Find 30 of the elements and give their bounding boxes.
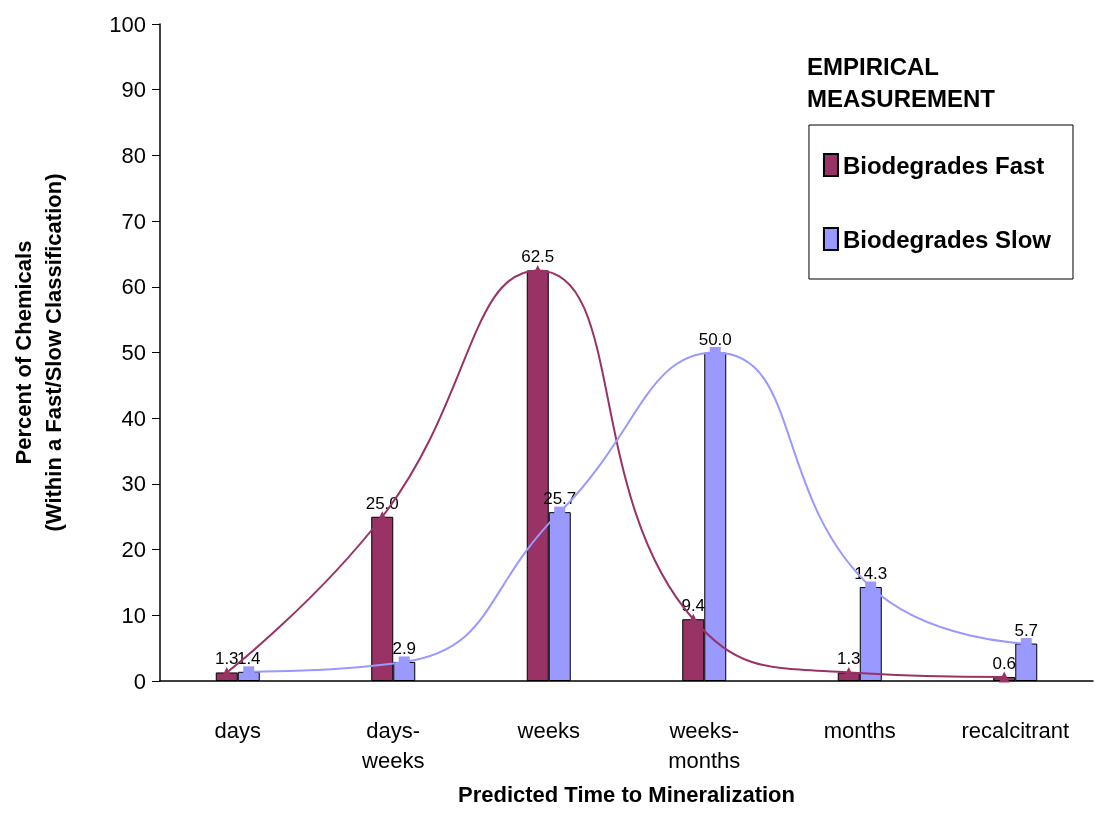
data-label: 50.0 xyxy=(698,329,732,349)
y-axis-title: Percent of Chemicals (Within a Fast/Slow Classification) xyxy=(10,173,66,532)
x-tick-label: days xyxy=(214,717,261,743)
legend-title: EMPIRICAL MEASUREMENT xyxy=(807,52,996,112)
y-tick-label: 70 xyxy=(121,208,146,234)
legend-label: Biodegrades Fast xyxy=(842,151,1045,179)
x-tick-label: weeks xyxy=(516,717,580,743)
data-label: 5.7 xyxy=(1014,620,1039,640)
x-tick-label: recalcitrant xyxy=(961,717,1070,743)
data-label: 14.3 xyxy=(854,564,888,584)
y-tick-label: 10 xyxy=(121,602,146,628)
y-tick-label: 40 xyxy=(121,405,146,431)
x-axis-title: Predicted Time to Mineralization xyxy=(458,781,795,807)
data-label: 62.5 xyxy=(521,247,555,267)
y-tick-label: 0 xyxy=(133,668,146,694)
x-tick-label: months xyxy=(823,717,896,743)
y-tick-label: 60 xyxy=(121,274,146,300)
y-tick-label: 30 xyxy=(121,471,146,497)
data-label: 1.3 xyxy=(214,649,239,669)
y-tick-label: 50 xyxy=(121,340,146,365)
y-tick-label: 80 xyxy=(121,142,146,168)
x-tick-label: days-weeks xyxy=(361,717,425,773)
data-label: 1.3 xyxy=(836,649,861,669)
data-label: 0.6 xyxy=(992,654,1017,674)
y-tick-label: 90 xyxy=(121,77,146,103)
legend-label: Biodegrades Slow xyxy=(842,225,1052,253)
y-tick-label: 20 xyxy=(121,537,146,563)
x-tick-label: weeks-months xyxy=(668,717,741,773)
data-label: 2.9 xyxy=(392,638,417,658)
y-tick-label: 100 xyxy=(109,11,146,37)
